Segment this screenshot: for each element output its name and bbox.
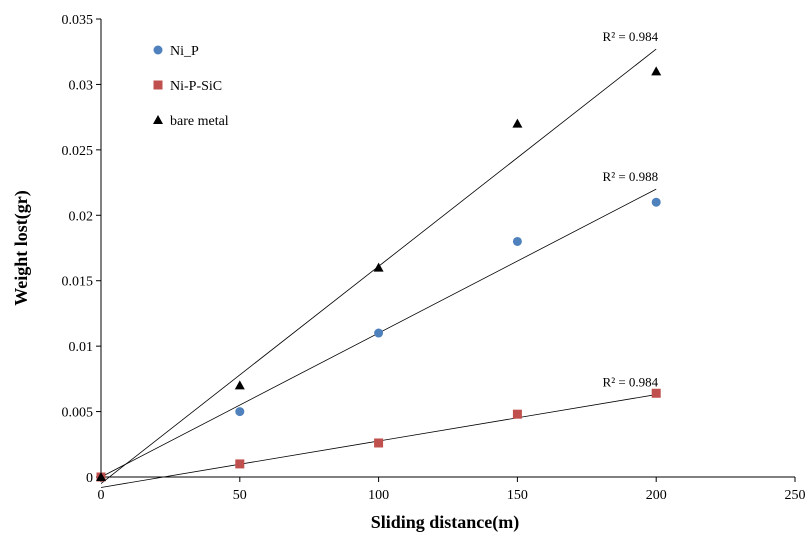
legend-label: bare metal	[170, 114, 229, 129]
data-point-ni-p-sic	[235, 459, 245, 469]
ticks: 0 50 100 150 200 250 0 0.005 0.01 0.015 0.02 0.025 0…	[62, 13, 806, 503]
legend-marker-ni-p	[153, 45, 163, 55]
data-point-bare-metal	[512, 118, 523, 128]
y-tick-label: 0.035	[62, 13, 94, 28]
legend-label: Ni_P	[170, 44, 199, 59]
y-tick-label: 0.03	[69, 78, 94, 93]
r2-label-ni-p-sic: R² = 0.984	[603, 375, 659, 390]
data-point-bare-metal	[234, 380, 245, 390]
x-tick-label: 150	[507, 488, 528, 503]
x-tick-label: 0	[98, 488, 105, 503]
data-point-ni-p-sic	[512, 409, 522, 419]
x-tick-label: 250	[785, 488, 806, 503]
y-tick-label: 0.02	[69, 209, 94, 224]
data-point-ni-p	[374, 328, 384, 338]
data-points	[96, 66, 662, 482]
data-point-bare-metal	[651, 66, 662, 76]
y-tick-label: 0.015	[62, 275, 94, 290]
r2-labels: R² = 0.988 R² = 0.984 R² = 0.984	[603, 29, 659, 389]
data-point-ni-p	[235, 407, 245, 417]
x-axis-title: Sliding distance(m)	[371, 512, 520, 533]
x-tick-label: 200	[646, 488, 667, 503]
legend-marker-ni-p-sic	[153, 80, 163, 90]
r2-label-bare-metal: R² = 0.984	[603, 29, 659, 44]
y-tick-label: 0.01	[69, 340, 94, 355]
data-point-ni-p	[651, 197, 661, 207]
y-tick-label: 0.005	[62, 406, 94, 421]
y-tick-label: 0.025	[62, 144, 94, 159]
x-tick-label: 100	[368, 488, 389, 503]
data-point-bare-metal	[373, 262, 384, 272]
r2-label-ni-p: R² = 0.988	[603, 169, 659, 184]
legend-marker-bare-metal	[153, 115, 163, 124]
axes	[100, 19, 795, 478]
data-point-ni-p-sic	[651, 388, 661, 398]
data-point-ni-p	[512, 236, 522, 246]
y-axis-title: Weight lost(gr)	[11, 190, 32, 305]
legend-label: Ni-P-SiC	[170, 79, 222, 94]
x-tick-label: 50	[233, 488, 247, 503]
data-point-bare-metal	[96, 472, 106, 481]
y-tick-label: 0	[86, 471, 93, 486]
legend: Ni_P Ni-P-SiC bare metal	[153, 44, 229, 129]
data-point-ni-p-sic	[374, 438, 384, 448]
